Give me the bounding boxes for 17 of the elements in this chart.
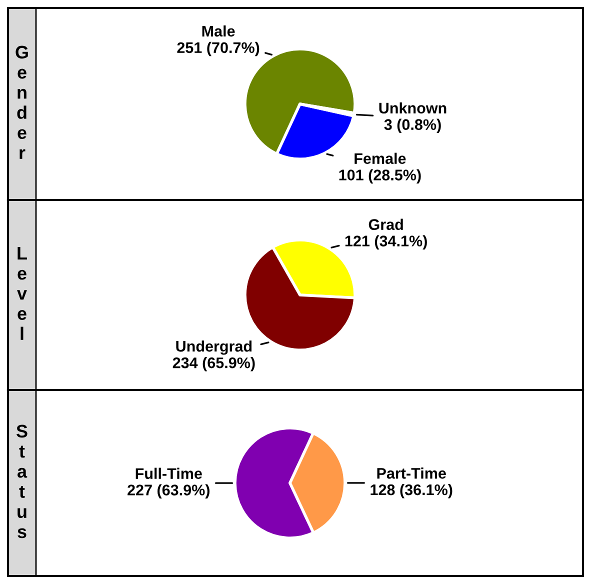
data-label: 3 (0.8%) (384, 118, 441, 134)
text: Status (16, 424, 28, 538)
data-label: 234 (65.9%) (172, 357, 255, 372)
data-label: 121 (34.1%) (345, 235, 427, 250)
slice-label: Unknown (379, 102, 446, 114)
text: Level (17, 247, 27, 340)
data-label: 251 (70.7%) (177, 42, 260, 56)
data-label: 128 (36.1%) (370, 484, 452, 498)
slice-label: Undergrad (176, 340, 252, 355)
text: Gender (16, 46, 28, 159)
data-label: 101 (28.5%) (339, 169, 421, 184)
slice-label: Male (202, 25, 235, 37)
slice-label: Grad (368, 218, 403, 230)
slice-label: Part-Time (377, 468, 446, 479)
slice-label: Full-Time (136, 468, 202, 479)
data-label: 227 (63.9%) (128, 484, 210, 498)
slice-label: Female (354, 152, 406, 164)
